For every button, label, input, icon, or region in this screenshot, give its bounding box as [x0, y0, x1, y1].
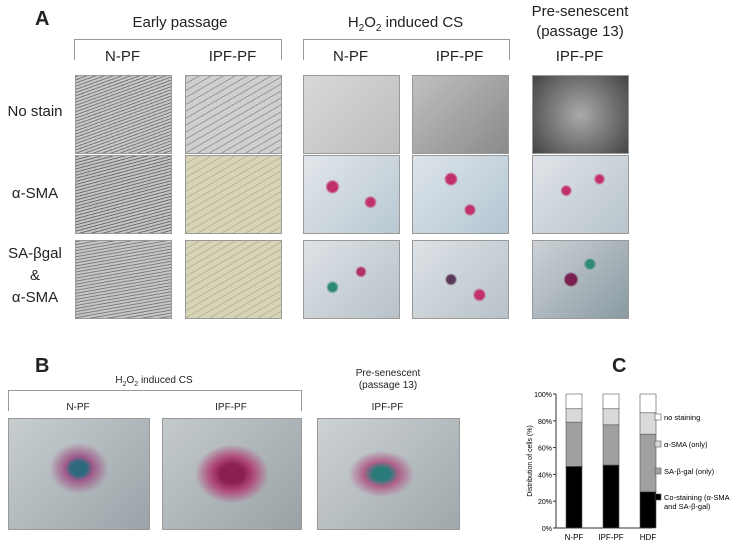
bar-segment [602, 408, 620, 426]
micrograph [412, 75, 509, 154]
cs: induced CS [138, 375, 193, 386]
legend-swatch [654, 493, 662, 501]
x-tick-label: IPF-PF [598, 533, 623, 542]
o: O [364, 14, 376, 31]
group-h2o2: H2O2 induced CS [303, 14, 508, 34]
column-label: IPF-PF [435, 48, 484, 65]
sub: 2 [358, 23, 365, 34]
bar-segment [639, 412, 657, 435]
micrograph [532, 75, 629, 154]
y-tick-label: 0% [542, 526, 552, 533]
legend-label: Co-staining (α-SMA [664, 493, 730, 502]
cs: induced CS [381, 14, 464, 31]
column-label: N-PF [105, 48, 140, 65]
sub: 2 [122, 381, 127, 388]
bar-segment [602, 464, 620, 529]
column-label: N-PF [333, 48, 368, 65]
micrograph [303, 240, 400, 319]
legend-swatch [654, 413, 662, 421]
bar-segment [639, 491, 657, 529]
legend-label: SA-β-gal (only) [664, 467, 715, 476]
bar-segment [639, 433, 657, 493]
row-label: SA-βgal & α-SMA [8, 245, 62, 306]
micrograph [532, 240, 629, 319]
column-label: IPF-PF [555, 48, 604, 65]
y-tick-label: 20% [538, 499, 552, 506]
micrograph [185, 240, 282, 319]
micrograph [8, 418, 150, 530]
bracket [303, 39, 510, 60]
column-label: IPF-PF [208, 48, 257, 65]
legend-label: no staining [664, 413, 700, 422]
micrograph [412, 240, 509, 319]
micrograph [303, 155, 400, 234]
legend-label: and SA-β-gal) [664, 502, 711, 511]
micrograph [303, 75, 400, 154]
y-tick-label: 60% [538, 446, 552, 453]
y-tick-label: 80% [538, 419, 552, 426]
b-pre-senescent: Pre-senescent (passage 13) [318, 368, 458, 392]
bar-segment [639, 393, 657, 414]
b-column-label: IPF-PF [371, 402, 404, 413]
micrograph [317, 418, 460, 530]
line: (passage 13) [536, 23, 624, 40]
micrograph [532, 155, 629, 234]
group-early-passage: Early passage [132, 14, 228, 31]
bracket [8, 390, 302, 411]
legend-label: α-SMA (only) [664, 440, 708, 449]
sub: 2 [375, 23, 382, 34]
micrograph [75, 75, 172, 154]
b-column-label: IPF-PF [215, 402, 247, 413]
b-group-h2o2: H2O2 induced CS [8, 375, 300, 388]
panel-c-label: C [612, 355, 627, 377]
panel-a-label: A [35, 8, 50, 30]
panel-b-label: B [35, 355, 50, 377]
micrograph [75, 240, 172, 319]
o: O [126, 375, 135, 386]
micrograph [75, 155, 172, 234]
legend-swatch [654, 467, 662, 475]
y-axis-label: Distribution of cells (%) [527, 425, 534, 497]
bar-segment [565, 421, 583, 467]
bar-segment [602, 424, 620, 466]
h: H [347, 14, 359, 31]
bracket [74, 39, 282, 60]
x-tick-label: HDF [640, 533, 657, 542]
bar-segment [565, 408, 583, 423]
micrograph [162, 418, 302, 530]
sub: 2 [134, 381, 139, 388]
x-tick-label: N-PF [565, 533, 584, 542]
b-column-label: N-PF [66, 402, 90, 413]
group-pre-senescent: Pre-senescent (passage 13) [520, 2, 640, 42]
bar-segment [565, 466, 583, 529]
y-tick-label: 100% [534, 392, 552, 399]
line: Pre-senescent [355, 368, 421, 379]
row-label: No stain [7, 103, 63, 120]
micrograph [185, 75, 282, 154]
row-label: α-SMA [11, 185, 59, 202]
stacked-bar-chart: 0% 20% 40% 60% 80% 100% Distribution of cells … [527, 392, 730, 542]
h: H [115, 375, 123, 386]
micrograph [412, 155, 509, 234]
line: Pre-senescent [531, 3, 629, 20]
bar-segment [602, 393, 620, 410]
legend-swatch [654, 440, 662, 448]
y-tick-label: 40% [538, 472, 552, 479]
bar-segment [565, 393, 583, 410]
line: (passage 13) [358, 380, 418, 391]
micrograph [185, 155, 282, 234]
